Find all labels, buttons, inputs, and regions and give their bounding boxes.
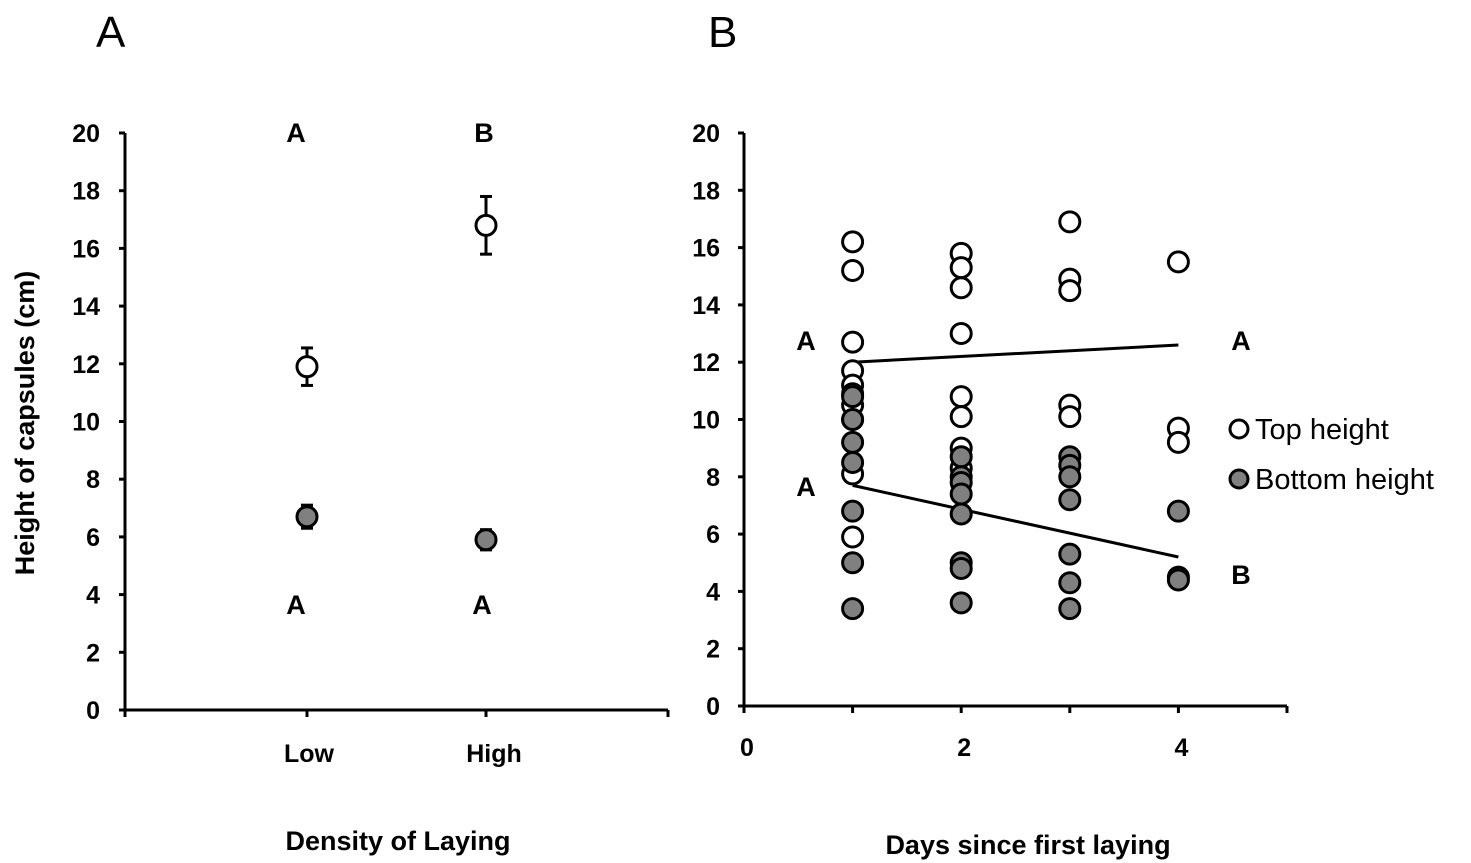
data-point: [949, 322, 973, 346]
panel-a-y-tick-label: 12: [72, 351, 100, 379]
data-point: [949, 502, 973, 526]
data-point: [949, 482, 973, 506]
data-point: [1166, 499, 1190, 523]
data-point: [949, 556, 973, 580]
data-point: [841, 259, 865, 283]
data-point: [841, 551, 865, 575]
significance-letter: A: [286, 118, 306, 148]
data-point: [949, 276, 973, 300]
data-point: [1058, 210, 1082, 234]
data-point: [1166, 250, 1190, 274]
panel-b-y-tick-label: 4: [706, 578, 720, 606]
panel-a-category-label: High: [466, 740, 522, 768]
legend-marker: [1228, 468, 1250, 490]
data-point: [841, 597, 865, 621]
significance-letter: A: [1231, 326, 1251, 356]
data-point: [841, 385, 865, 409]
panel-b-y-tick-label: 8: [706, 464, 720, 492]
mean-point: [295, 505, 319, 529]
panel-b-x-tick-label: 0: [740, 734, 754, 762]
panel-a-y-tick-label: 0: [86, 697, 100, 725]
panel-a-category-label: Low: [284, 740, 335, 768]
data-point: [1058, 405, 1082, 429]
panel-a-y-tick-label: 14: [72, 293, 100, 321]
panel-b-y-tick-label: 10: [692, 407, 720, 435]
panel-b-y-tick-label: 12: [692, 349, 720, 377]
mean-point: [295, 355, 319, 379]
panel-a-y-tick-label: 8: [86, 466, 100, 494]
panel-b-y-tick-label: 6: [706, 521, 720, 549]
significance-letter: B: [474, 118, 494, 148]
significance-letter: A: [796, 472, 816, 502]
data-point: [841, 525, 865, 549]
panel-b-y-tick-label: 20: [692, 120, 720, 148]
data-point: [841, 430, 865, 454]
data-point: [949, 591, 973, 615]
data-point: [949, 385, 973, 409]
panel-b-x-title: Days since first laying: [885, 830, 1170, 860]
data-point: [949, 445, 973, 469]
legend-marker: [1228, 418, 1250, 440]
significance-letter: A: [796, 326, 816, 356]
panel-b-label: B: [708, 8, 737, 57]
panel-a-y-tick-label: 10: [72, 409, 100, 437]
data-point: [949, 405, 973, 429]
data-point: [1058, 542, 1082, 566]
panel-a: 0 2 4 6 8 10 12 14 16 18 20 Low High A B A A Height of…: [10, 118, 670, 856]
data-point: [841, 330, 865, 354]
legend-label: Bottom height: [1255, 464, 1434, 496]
data-point: [1058, 465, 1082, 489]
data-point: [1058, 488, 1082, 512]
significance-letter: A: [472, 590, 492, 620]
data-point: [1058, 279, 1082, 303]
data-point: [949, 256, 973, 280]
panel-b: 0 2 4 6 8 10 12 14 16 18 20 0 2 4 A A A B Top height Bot…: [692, 120, 1434, 860]
panel-a-y-tick-label: 18: [72, 178, 100, 206]
panel-b-y-tick-label: 14: [692, 292, 720, 320]
panel-a-y-tick-label: 20: [72, 120, 100, 148]
data-point: [841, 230, 865, 254]
panel-b-x-tick-label: 4: [1174, 734, 1188, 762]
mean-point: [474, 213, 498, 237]
data-point: [1166, 568, 1190, 592]
significance-letter: A: [286, 590, 306, 620]
panel-b-y-tick-label: 18: [692, 177, 720, 205]
data-point: [841, 408, 865, 431]
panel-a-y-tick-label: 6: [86, 524, 100, 552]
trend-line: [852, 483, 1179, 559]
panel-a-y-tick-label: 16: [72, 235, 100, 263]
trend-line: [852, 343, 1179, 364]
panel-b-y-tick-label: 2: [706, 636, 720, 664]
data-point: [1058, 571, 1082, 595]
data-point: [841, 450, 865, 474]
panel-a-y-title: Height of capsules (cm): [10, 271, 40, 576]
legend-label: Top height: [1255, 414, 1389, 446]
panel-a-label: A: [96, 8, 126, 57]
panel-a-x-title: Density of Laying: [285, 826, 510, 856]
data-point: [1058, 597, 1082, 621]
panel-a-y-tick-label: 4: [86, 582, 100, 610]
mean-point: [474, 528, 498, 552]
panel-b-y-tick-label: 0: [706, 693, 720, 721]
panel-b-x-tick-label: 2: [957, 734, 971, 762]
panel-b-y-tick-label: 16: [692, 235, 720, 263]
data-point: [841, 499, 865, 523]
data-point: [1166, 430, 1190, 454]
significance-letter: B: [1231, 560, 1251, 590]
panel-a-y-tick-label: 2: [86, 639, 100, 667]
